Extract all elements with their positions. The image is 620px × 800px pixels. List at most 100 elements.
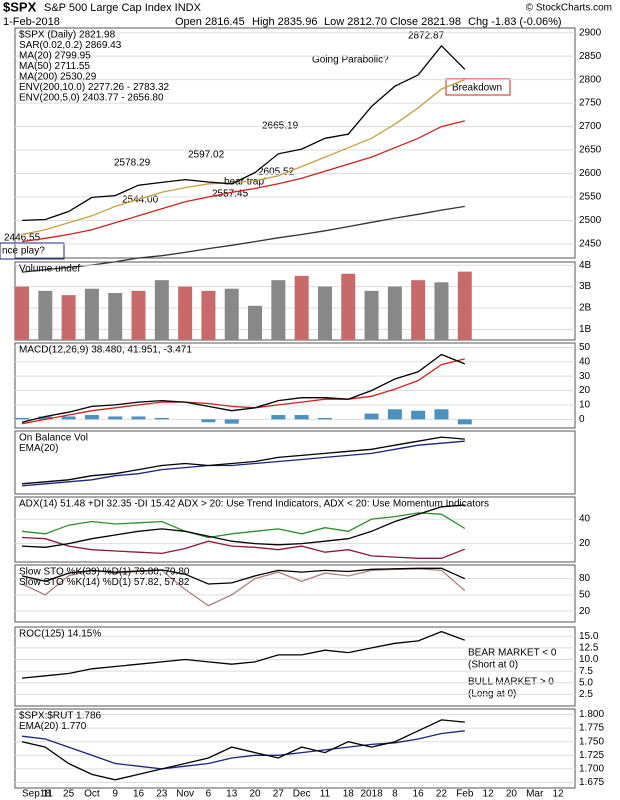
y-tick-label: 20 (579, 606, 591, 617)
price-label: 2872.87 (408, 31, 445, 42)
change: Chg -1.83 (-0.06%) (468, 16, 562, 28)
close: Close 2821.98 (390, 16, 461, 28)
bar (84, 288, 99, 340)
bar (201, 290, 216, 340)
symbol-name: S&P 500 Large Cap Index INDX (44, 2, 202, 14)
series-line (21, 567, 466, 585)
legend-entry: $SPX:$RUT 1.786 (19, 711, 102, 722)
legend-entry: MACD(12,26,9) 38.480, 41.951, -3.471 (19, 345, 192, 356)
bar (154, 417, 169, 420)
price-label: 2597.02 (188, 150, 225, 161)
legend-entry: ENV(200,10.0) 2277.26 - 2783.32 (19, 82, 170, 93)
bar (201, 419, 216, 423)
y-tick-label: 2550 (579, 192, 602, 203)
y-tick-label: 40 (579, 514, 591, 525)
series-line (21, 504, 465, 548)
bar (84, 415, 99, 420)
x-tick-label: 8 (392, 789, 398, 800)
y-tick-label: 15.0 (579, 631, 599, 642)
bar (457, 419, 472, 425)
open: Open 2816.45 (175, 16, 245, 28)
bar (224, 419, 239, 424)
y-tick-label: 1.725 (579, 750, 604, 761)
x-tick-label: 22 (436, 789, 448, 800)
x-tick-label: Feb (456, 789, 474, 800)
legend-entry: Volume undef (19, 264, 80, 275)
bar (411, 280, 426, 340)
x-tick-label: Sep 11 (22, 789, 53, 800)
x-tick-label: 27 (273, 789, 285, 800)
y-tick-label: 2900 (579, 27, 602, 38)
y-tick-label: 2800 (579, 74, 602, 85)
legend-entry: EMA(20) (19, 443, 58, 454)
y-tick-label: 1.750 (579, 736, 604, 747)
bar (364, 413, 379, 420)
y-tick-label: 3B (579, 281, 592, 292)
price-label: 2578.29 (114, 158, 151, 169)
price-label: 2605.52 (258, 167, 295, 178)
bar (294, 415, 309, 420)
y-tick-label: 5.0 (579, 677, 593, 688)
y-tick-label: 1.700 (579, 764, 604, 775)
legend-entry: $SPX (Daily) 2821.98 (19, 30, 116, 41)
x-tick-label: 9 (112, 789, 118, 800)
y-tick-label: 4B (579, 260, 592, 271)
bar (131, 290, 146, 340)
bar (317, 286, 332, 340)
series-line (21, 630, 466, 679)
legend-entry: MA(20) 2799.95 (19, 51, 91, 62)
bar (15, 417, 29, 420)
y-tick-label: 0 (579, 414, 585, 425)
y-tick-label: 2750 (579, 98, 602, 109)
bar (248, 305, 263, 340)
x-tick-label: 6 (206, 789, 212, 800)
panel-frame (14, 342, 576, 429)
low: Low 2812.70 (324, 16, 387, 28)
annotation: BULL MARKET > 0 (468, 677, 554, 688)
y-tick-label: 1.675 (579, 777, 604, 788)
legend-entry: EMA(20) 1.770 (19, 721, 87, 732)
bar (317, 417, 332, 420)
bar (341, 273, 356, 340)
y-tick-label: 7.5 (579, 666, 593, 677)
y-tick-label: 50 (579, 342, 591, 353)
y-tick-label: 80 (579, 573, 591, 584)
legend-entry: Slow STO %K(39) %D(1) 79.80, 79.80 (19, 567, 190, 578)
x-tick-label: 16 (413, 789, 425, 800)
legend-entry: ROC(125) 14.15% (19, 629, 101, 640)
legend-entry: ENV(200,5.0) 2403.77 - 2656.80 (19, 93, 164, 104)
annotation: Breakdown (452, 83, 502, 94)
series-line (21, 536, 466, 559)
x-tick-label: 11 (320, 789, 331, 800)
y-tick-label: 2500 (579, 215, 602, 226)
bar (15, 286, 29, 340)
series-line (21, 358, 465, 425)
bar (411, 410, 426, 420)
bar (271, 280, 286, 340)
x-tick-label: 13 (226, 789, 238, 800)
legend-entry: SAR(0.02,0.2) 2869.43 (19, 40, 122, 51)
y-tick-label: 2700 (579, 121, 602, 132)
y-tick-label: 1B (579, 324, 592, 335)
y-tick-label: 40 (579, 356, 591, 367)
series-line (21, 78, 466, 236)
y-tick-label: 2850 (579, 51, 602, 62)
bar (178, 286, 193, 340)
x-tick-label: 25 (63, 789, 75, 800)
y-tick-label: 1.800 (579, 709, 604, 720)
series-line (21, 436, 465, 485)
bar (387, 409, 402, 420)
price-label: 2557.45 (212, 189, 249, 200)
x-tick-label: 20 (506, 789, 518, 800)
x-tick-label: 18 (40, 789, 52, 800)
y-tick-label: 12.5 (579, 643, 599, 654)
x-tick-label: 23 (156, 789, 168, 800)
bar (154, 280, 169, 340)
bar (108, 292, 123, 340)
legend-entry: ADX(14) 51.48 +DI 32.35 -DI 15.42 ADX > … (19, 499, 489, 510)
x-tick-label: 18 (343, 789, 355, 800)
y-tick-label: 2B (579, 303, 592, 314)
x-tick-label: 16 (133, 789, 145, 800)
panel-frame (14, 27, 576, 259)
